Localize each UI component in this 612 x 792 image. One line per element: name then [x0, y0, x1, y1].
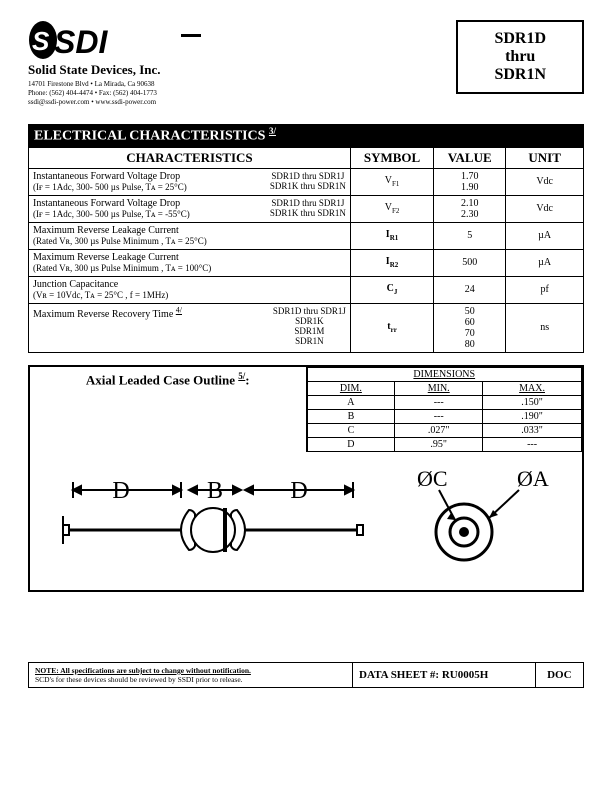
footer: NOTE: All specifications are subject to …	[28, 662, 584, 688]
svg-text:D: D	[112, 478, 129, 504]
header-divider	[181, 34, 201, 37]
svg-text:B: B	[207, 478, 223, 504]
case-diagram: D B D ØC ØA	[30, 452, 582, 590]
svg-text:ØC: ØC	[417, 466, 448, 491]
logo-block: S SDI Solid State Devices, Inc. 14701 Fi…	[28, 20, 161, 106]
table-row: Junction Capacitance(Vʀ = 10Vdc, Tᴀ = 25…	[29, 276, 584, 303]
dim-row: C.027".033"	[307, 423, 582, 437]
table-row: Maximum Reverse Leakage Current(Rated Vʀ…	[29, 222, 584, 249]
dim-row: B---.190"	[307, 409, 582, 423]
table-row: Maximum Reverse Leakage Current(Rated Vʀ…	[29, 249, 584, 276]
doc-label: DOC	[535, 663, 583, 687]
table-row: Maximum Reverse Recovery Time 4/SDR1D th…	[29, 303, 584, 352]
table-row: Instantaneous Forward Voltage DropSDR1D …	[29, 168, 584, 195]
dim-row: A---.150"	[307, 395, 582, 409]
svg-text:S: S	[32, 26, 50, 56]
datasheet-number: DATA SHEET #: RU0005H	[352, 663, 535, 687]
title-box: SDR1D thru SDR1N	[456, 20, 584, 94]
header-row: S SDI Solid State Devices, Inc. 14701 Fi…	[28, 20, 584, 106]
section-header: ELECTRICAL CHARACTERISTICS 3/	[28, 124, 584, 147]
ssdi-logo: S SDI	[28, 20, 128, 60]
dim-row: D.95"---	[307, 437, 582, 451]
characteristics-table: CHARACTERISTICS SYMBOL VALUE UNIT Instan…	[28, 147, 584, 353]
outline-box: Axial Leaded Case Outline 5/: DIMENSIONS…	[28, 365, 584, 592]
table-header-row: CHARACTERISTICS SYMBOL VALUE UNIT	[29, 147, 584, 168]
svg-text:D: D	[290, 478, 307, 504]
dimensions-table: DIMENSIONS DIM. MIN. MAX. A---.150"B---.…	[307, 367, 583, 452]
outline-title: Axial Leaded Case Outline 5/:	[30, 367, 306, 392]
svg-text:SDI: SDI	[54, 24, 108, 60]
svg-text:ØA: ØA	[517, 466, 549, 491]
footer-note: NOTE: All specifications are subject to …	[29, 663, 352, 687]
address: 14701 Firestone Blvd • La Mirada, Ca 906…	[28, 80, 161, 106]
axial-diagram: D B D	[53, 460, 383, 580]
company-name: Solid State Devices, Inc.	[28, 62, 161, 78]
table-row: Instantaneous Forward Voltage DropSDR1D …	[29, 195, 584, 222]
cross-section-diagram: ØC ØA	[399, 460, 559, 580]
dims-header: DIMENSIONS	[307, 367, 582, 381]
